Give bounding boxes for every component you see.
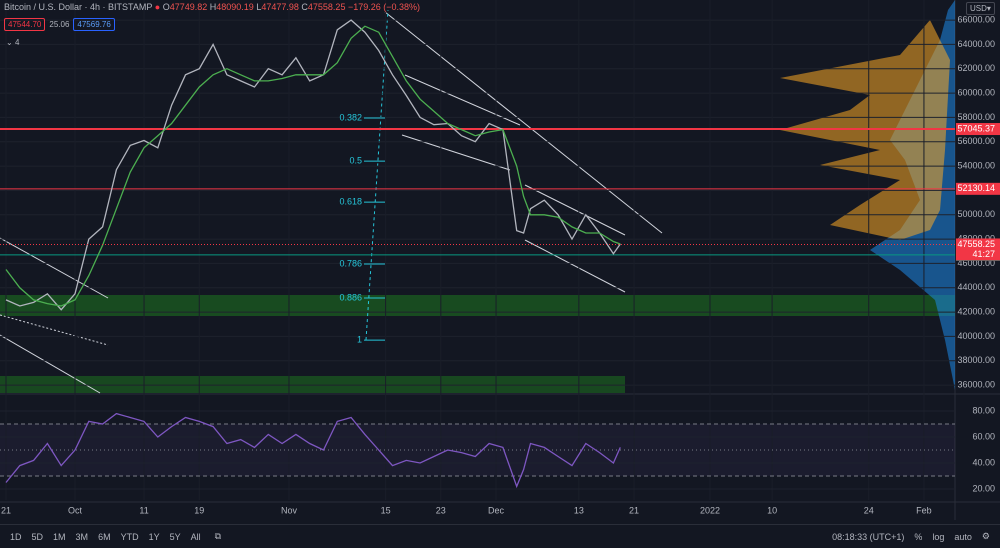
currency-select[interactable]: USD▾ xyxy=(966,2,995,15)
y-tick-label: 58000.00 xyxy=(957,112,995,122)
y-tick-label: 36000.00 xyxy=(957,379,995,389)
indicator-count: 4 xyxy=(14,38,20,47)
goto-date[interactable]: ⧉ xyxy=(214,531,222,541)
currency: USD xyxy=(970,4,987,13)
x-tick-label: 2022 xyxy=(700,505,720,515)
x-tick-label: 21 xyxy=(629,505,639,515)
clock: 08:18:33 (UTC+1) xyxy=(832,531,905,542)
x-tick-label: 21 xyxy=(1,505,11,515)
range-button[interactable]: YTD xyxy=(120,531,139,542)
sell-button[interactable]: 47544.70 xyxy=(4,18,46,31)
ohlc-key: O xyxy=(162,2,170,12)
fib-label: 0.5 xyxy=(349,155,362,165)
y-tick-label: 54000.00 xyxy=(957,160,995,170)
x-tick-label: 15 xyxy=(381,505,391,515)
fib-trendline xyxy=(365,9,389,341)
change: −179.26 (−0.38%) xyxy=(347,2,421,12)
range-button[interactable]: 1M xyxy=(53,531,66,542)
x-tick-label: Oct xyxy=(68,505,83,515)
volume-zone xyxy=(0,376,625,393)
x-tick-label: 10 xyxy=(767,505,777,515)
last-price-label: 47558.25 xyxy=(957,239,995,249)
ohlc-value: 48090.19 xyxy=(216,2,254,12)
indicator-toggle[interactable]: ⌄ 4 xyxy=(6,38,20,47)
y-tick-label: 62000.00 xyxy=(957,63,995,73)
y-tick-label: 44000.00 xyxy=(957,282,995,292)
fib-label: 0.618 xyxy=(339,196,362,206)
y-tick-label: 50000.00 xyxy=(957,209,995,219)
x-tick-label: Feb xyxy=(916,505,932,515)
range-button[interactable]: 1D xyxy=(10,531,22,542)
auto-toggle[interactable]: auto xyxy=(954,531,972,542)
y-tick-label: 56000.00 xyxy=(957,136,995,146)
log-toggle[interactable]: log xyxy=(932,531,945,542)
symbol[interactable]: Bitcoin / U.S. Dollar xyxy=(4,2,83,12)
fib-label: 0.886 xyxy=(339,292,362,302)
y-tick-label: 38000.00 xyxy=(957,355,995,365)
y-tick-label: 80.00 xyxy=(972,405,995,415)
ohlc-key: L xyxy=(256,2,262,12)
range-button[interactable]: 1Y xyxy=(148,531,160,542)
countdown: 41:27 xyxy=(972,249,995,259)
fib-label: 0.786 xyxy=(339,258,362,268)
x-tick-label: 13 xyxy=(574,505,584,515)
rsi-band-fill xyxy=(0,424,955,476)
price-label-box xyxy=(956,123,1000,136)
y-tick-label: 60000.00 xyxy=(957,87,995,97)
x-tick-label: 19 xyxy=(194,505,204,515)
range-button[interactable]: 5Y xyxy=(169,531,181,542)
volume-profile-orange xyxy=(780,20,950,250)
range-button[interactable]: 3M xyxy=(75,531,89,542)
range-button[interactable]: 6M xyxy=(98,531,111,542)
series-line xyxy=(5,25,621,307)
price-label: 57045.37 xyxy=(957,123,995,133)
x-tick-label: 11 xyxy=(139,505,148,515)
spread: 25.06 xyxy=(49,20,70,29)
series-line xyxy=(5,19,621,311)
series-line xyxy=(5,412,621,489)
buy-button[interactable]: 47569.76 xyxy=(73,18,115,31)
interval[interactable]: 4h xyxy=(90,2,101,12)
ohlc-value: 47558.25 xyxy=(307,2,346,12)
exchange: BITSTAMP xyxy=(108,2,153,12)
settings[interactable]: ⚙ xyxy=(981,531,990,541)
y-tick-label: 42000.00 xyxy=(957,306,995,316)
ohlc-value: 47477.98 xyxy=(261,2,299,12)
demand-zone xyxy=(0,295,955,316)
ohlc-value: 47749.82 xyxy=(169,2,208,12)
x-tick-label: 23 xyxy=(436,505,446,515)
y-tick-label: 60.00 xyxy=(972,431,995,441)
ohlc-key: C xyxy=(301,2,308,12)
range-button[interactable]: 5D xyxy=(31,531,44,542)
header: Bitcoin / U.S. Dollar · 4h · BITSTAMP ● … xyxy=(4,2,421,12)
y-tick-label: 40.00 xyxy=(972,457,995,467)
trend-channels xyxy=(0,11,663,394)
fib-label: 0.382 xyxy=(339,112,362,122)
y-tick-label: 40000.00 xyxy=(957,331,995,341)
trade-row: 47544.70 25.06 47569.76 xyxy=(4,18,115,31)
y-tick-label: 20.00 xyxy=(972,483,995,493)
range-button[interactable]: All xyxy=(190,531,201,542)
x-tick-label: Nov xyxy=(281,505,298,515)
fib-label: 1 xyxy=(357,334,362,344)
last-price-box xyxy=(956,238,1000,261)
chart: 36000.00 38000.00 40000.00 42000.00 44000.00… xyxy=(0,0,1000,520)
bottom-toolbar: 1D 5D 1M 3M 6M YTD 1Y 5Y All ⧉ 08:18:33 … xyxy=(0,524,1000,548)
x-tick-label: Dec xyxy=(488,505,505,515)
price-label-box xyxy=(956,182,1000,195)
x-tick-label: 24 xyxy=(864,505,874,515)
y-tick-label: 66000.00 xyxy=(957,14,995,24)
y-tick-label: 64000.00 xyxy=(957,39,995,49)
y-tick-label: 46000.00 xyxy=(957,258,995,268)
ohlc-key: H xyxy=(209,2,217,12)
price-label: 52130.14 xyxy=(957,183,995,193)
percent-toggle[interactable]: % xyxy=(914,531,923,542)
